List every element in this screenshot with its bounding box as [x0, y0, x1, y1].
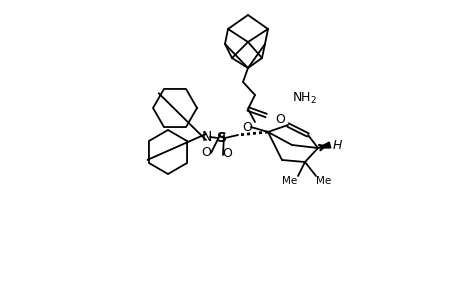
Text: $H$: $H$: [331, 139, 342, 152]
Text: Me: Me: [282, 176, 297, 186]
Text: S: S: [217, 131, 226, 145]
Text: O: O: [222, 146, 231, 160]
Text: NH$_2$: NH$_2$: [291, 91, 316, 106]
Text: O: O: [201, 146, 211, 158]
Text: N: N: [202, 130, 212, 144]
Text: O: O: [274, 112, 284, 125]
Text: Me: Me: [316, 176, 331, 186]
Polygon shape: [317, 142, 330, 148]
Text: O: O: [241, 121, 252, 134]
